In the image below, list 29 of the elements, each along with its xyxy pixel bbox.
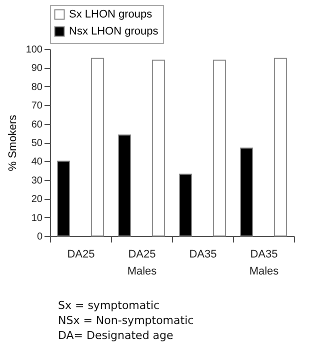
y-axis-title: % Smokers <box>6 114 19 172</box>
y-tick-label: 50 <box>31 138 43 149</box>
x-tick-label: DA25 Males <box>127 248 158 278</box>
y-tick-label: 80 <box>31 82 43 93</box>
bar <box>240 148 254 236</box>
text: Sx = symptomatic <box>58 298 161 313</box>
y-tick-label: 10 <box>31 212 43 224</box>
bar <box>179 174 192 236</box>
y-tick-label: 100 <box>26 44 43 56</box>
legend-label: Nsx LHON groups <box>69 26 159 38</box>
y-tick-label: 0 <box>36 232 43 242</box>
bar <box>118 134 132 236</box>
y-tick-label: 90 <box>31 63 43 74</box>
bar <box>152 60 165 236</box>
legend-label: Sx LHON groups <box>69 8 153 20</box>
y-tick-label: 30 <box>31 175 43 186</box>
y-tick-label: 20 <box>31 194 43 206</box>
text: NSx = Non-symptomatic <box>58 313 195 328</box>
bar <box>57 160 70 236</box>
y-tick-label: 40 <box>31 156 43 168</box>
bar <box>212 60 226 236</box>
bar <box>90 58 104 236</box>
x-tick-label: DA35 <box>189 248 217 260</box>
x-tick-label: DA35 Males <box>249 248 280 278</box>
bar <box>274 58 287 236</box>
y-tick-label: 60 <box>31 119 43 130</box>
x-tick-label: DA25 <box>67 248 95 260</box>
text: DA= Designated age <box>58 328 174 343</box>
y-tick-label: 70 <box>31 100 43 112</box>
